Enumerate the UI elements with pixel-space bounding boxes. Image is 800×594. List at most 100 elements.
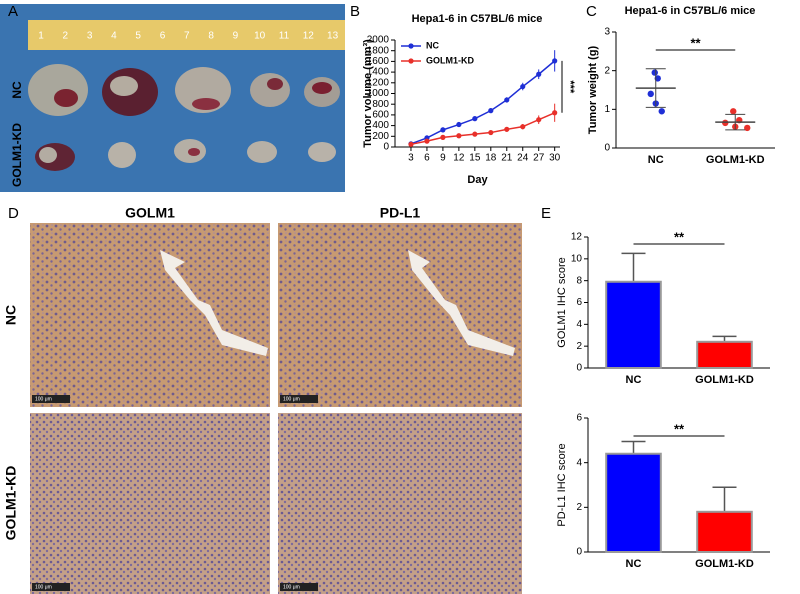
- annotation: **: [674, 229, 685, 244]
- y-tick-label: 1000: [367, 88, 390, 99]
- bar: [605, 280, 662, 369]
- tumor-photo: [0, 4, 345, 192]
- point: [488, 129, 494, 136]
- point: [552, 58, 558, 64]
- point: [504, 126, 510, 132]
- y-tick-label: 0: [576, 547, 582, 558]
- ruler-number: 2: [63, 31, 69, 42]
- y-tick-label: 1200: [367, 77, 390, 88]
- bar: [696, 340, 753, 369]
- y-tick-label: 1600: [367, 56, 390, 67]
- x-tick-label: NC: [648, 154, 664, 166]
- x-tick-label: NC: [626, 558, 642, 570]
- y-tick-label: 0: [576, 363, 582, 374]
- ruler-number: 13: [327, 31, 339, 42]
- y-axis-label: PD-L1 IHC score: [556, 443, 568, 526]
- y-tick-label: 4: [576, 319, 582, 330]
- point: [647, 90, 654, 98]
- x-tick-label: 21: [501, 153, 513, 164]
- point: [658, 108, 665, 115]
- panel-label: C: [586, 3, 597, 20]
- row-label: GOLM1-KD: [10, 123, 24, 187]
- point: [408, 141, 414, 147]
- point: [520, 124, 526, 130]
- ruler-number: 5: [135, 31, 141, 42]
- legend-label: NC: [426, 40, 439, 50]
- x-tick-label: 3: [408, 153, 414, 164]
- legend-label: GOLM1-KD: [426, 55, 474, 65]
- y-tick-label: 10: [571, 253, 583, 264]
- point: [504, 97, 510, 103]
- x-axis-label: Day: [467, 174, 488, 186]
- point: [488, 108, 494, 114]
- x-tick-label: 30: [549, 153, 561, 164]
- y-axis-label: Tumor weight (g): [587, 45, 599, 134]
- panel-label: D: [8, 205, 19, 222]
- point: [440, 134, 446, 140]
- scale-bar-label: 100 μm: [283, 584, 300, 590]
- row-label: GOLM1-KD: [3, 466, 19, 541]
- legend-marker: [408, 58, 414, 64]
- y-tick-label: 12: [571, 232, 583, 243]
- scale-bar-label: 100 μm: [35, 584, 52, 590]
- point: [424, 138, 430, 144]
- annotation: ***: [564, 80, 576, 94]
- scale-bar-label: 100 μm: [35, 396, 52, 402]
- chart-title: Hepa1-6 in C57BL/6 mice: [625, 5, 756, 17]
- x-tick-label: GOLM1-KD: [695, 558, 754, 570]
- column-label: PD-L1: [380, 205, 421, 221]
- ruler-number: 9: [233, 31, 239, 42]
- y-tick-label: 400: [372, 120, 389, 131]
- panel-label: E: [541, 205, 551, 222]
- y-tick-label: 2000: [367, 35, 390, 46]
- y-tick-label: 600: [372, 110, 389, 121]
- x-tick-label: 15: [469, 153, 481, 164]
- row-label: NC: [10, 81, 24, 99]
- point: [744, 124, 751, 132]
- y-tick-label: 800: [372, 99, 389, 110]
- panel-label: B: [350, 3, 360, 20]
- y-tick-label: 6: [576, 297, 582, 308]
- x-tick-label: NC: [626, 374, 642, 386]
- ruler-number: 1: [38, 31, 44, 42]
- ruler-number: 10: [254, 31, 266, 42]
- ruler-number: 8: [208, 31, 214, 42]
- y-tick-label: 0: [383, 142, 389, 153]
- series-line: [410, 112, 555, 146]
- series-line: [410, 60, 556, 145]
- ruler-number: 11: [279, 31, 290, 42]
- annotation: **: [690, 35, 701, 50]
- y-tick-label: 2: [576, 341, 582, 352]
- x-tick-label: 24: [517, 153, 529, 164]
- x-tick-label: 12: [453, 153, 465, 164]
- point: [552, 110, 558, 116]
- column-label: GOLM1: [125, 205, 175, 221]
- ruler-number: 7: [184, 31, 190, 42]
- point: [536, 117, 542, 123]
- chart-title: Hepa1-6 in C57BL/6 mice: [412, 13, 543, 25]
- y-tick-label: 4: [576, 457, 582, 468]
- point: [472, 131, 478, 137]
- y-tick-label: 200: [372, 131, 389, 142]
- y-tick-label: 0: [604, 143, 610, 154]
- x-tick-label: 27: [533, 153, 545, 164]
- y-tick-label: 3: [604, 27, 610, 38]
- x-tick-label: 9: [440, 153, 446, 164]
- annotation: **: [674, 421, 685, 436]
- y-axis-label: Tumor volume (mm³): [362, 39, 374, 148]
- y-tick-label: 1: [604, 104, 610, 115]
- point: [472, 116, 478, 122]
- scale-bar-label: 100 μm: [283, 396, 300, 402]
- ruler-number: 6: [160, 31, 166, 42]
- x-tick-label: 18: [485, 153, 497, 164]
- ruler-number: 12: [303, 31, 315, 42]
- bar: [696, 510, 753, 553]
- scale-bar: [280, 395, 318, 403]
- ruler-number: 3: [87, 31, 93, 42]
- scale-bar: [280, 583, 318, 591]
- ihc-images: [30, 223, 522, 594]
- row-label: NC: [3, 305, 19, 325]
- y-tick-label: 1800: [367, 45, 390, 56]
- point: [456, 133, 462, 139]
